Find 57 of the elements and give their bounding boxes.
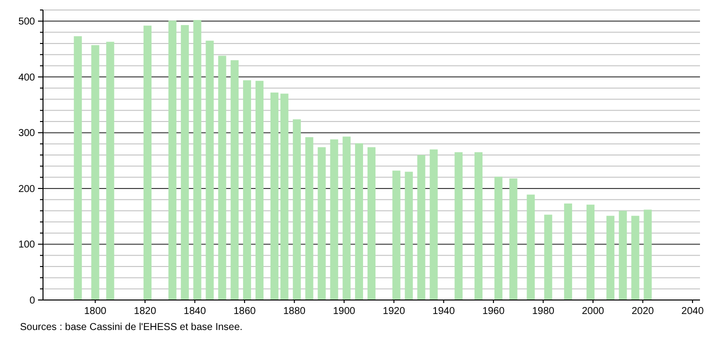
bar	[631, 216, 640, 300]
bar	[330, 139, 338, 300]
x-tick-label: 2020	[632, 306, 654, 317]
source-note: Sources : base Cassini de l'EHESS et base Insee.	[20, 322, 243, 333]
bar	[270, 92, 278, 300]
bar	[494, 176, 502, 300]
bar	[280, 94, 288, 300]
bar	[392, 170, 400, 300]
bar	[586, 204, 594, 300]
x-tick-label: 1900	[333, 306, 356, 317]
y-tick-label: 100	[18, 240, 36, 251]
y-tick-label: 200	[18, 184, 36, 195]
bar	[526, 194, 535, 300]
bar	[144, 26, 152, 300]
bar	[91, 45, 100, 300]
x-tick-label: 2040	[681, 306, 704, 317]
bar	[342, 136, 351, 300]
x-tick-label: 2000	[582, 306, 605, 317]
bar	[168, 20, 176, 300]
x-tick-label: 1980	[532, 306, 555, 317]
bar	[180, 25, 189, 300]
y-tick-label: 0	[29, 296, 36, 306]
bar	[509, 178, 518, 300]
bar	[74, 36, 82, 300]
bar	[106, 42, 114, 300]
bar	[206, 40, 214, 300]
bar	[606, 216, 614, 300]
y-tick-label: 500	[18, 16, 36, 28]
bar	[355, 143, 364, 300]
bar	[218, 56, 226, 300]
bar	[644, 210, 652, 300]
x-tick-label: 1800	[84, 306, 107, 317]
bar	[243, 80, 252, 300]
bar	[193, 20, 202, 300]
bar	[430, 149, 438, 300]
y-tick-label: 400	[18, 72, 36, 84]
x-tick-label: 1920	[382, 306, 406, 317]
bar	[474, 152, 483, 300]
bar	[544, 214, 552, 300]
bar	[368, 147, 376, 300]
bar	[292, 119, 301, 300]
y-tick-label: 300	[18, 128, 36, 140]
x-tick-label: 1860	[233, 306, 256, 317]
x-tick-label: 1940	[432, 306, 456, 317]
bar	[318, 147, 326, 300]
bar	[256, 80, 264, 300]
x-tick-label: 1960	[482, 306, 506, 317]
bar	[230, 60, 239, 300]
x-tick-label: 1840	[184, 306, 206, 317]
bar	[305, 137, 314, 300]
bar	[618, 210, 627, 300]
bar	[564, 204, 572, 300]
bar	[404, 172, 413, 300]
bar	[417, 155, 426, 300]
x-tick-label: 1880	[283, 306, 306, 317]
x-tick-label: 1820	[134, 306, 157, 317]
bar	[454, 152, 463, 300]
